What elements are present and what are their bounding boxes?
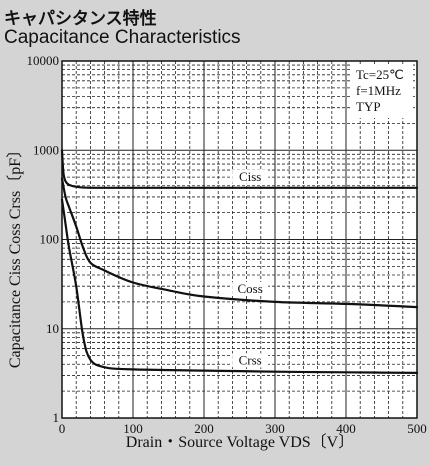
series-labels: Ciss Coss Crss: [232, 169, 269, 368]
y-axis-label: Capacitance Ciss Coss Crss〔pF〕: [6, 142, 24, 368]
series-coss-label-bg: [232, 281, 269, 296]
y-tick-label: 1000: [33, 142, 59, 157]
series-crss-label-bg: [232, 353, 269, 368]
y-tick-label: 10000: [27, 53, 60, 68]
x-tick-label: 300: [265, 421, 285, 436]
series-ciss-label: Ciss: [239, 169, 261, 184]
series-coss-line: [60, 177, 419, 309]
x-tick-label: 100: [123, 421, 143, 436]
series-ciss-label-bg: [232, 169, 269, 184]
y-tick-label: 100: [40, 232, 60, 247]
condition-frequency: f=1MHz: [356, 83, 401, 98]
chart-title-japanese: キャパシタンス特性: [4, 9, 157, 29]
x-tick-label: 0: [59, 421, 66, 436]
data-curves: [60, 149, 419, 374]
x-tick-label: 400: [336, 421, 356, 436]
chart-title-english: Capacitance Characteristics: [4, 27, 241, 48]
plot-frame: [61, 60, 418, 419]
x-tick-label: 200: [194, 421, 214, 436]
cond-box: [351, 64, 413, 118]
tick-labels: 0 100 200 300 400 500 1 10 100 1000 10000: [27, 53, 427, 436]
condition-temperature: Tc=25℃: [356, 67, 404, 82]
x-tick-label: 500: [407, 421, 427, 436]
y-tick-label: 1: [53, 410, 60, 425]
condition-typ: TYP: [356, 99, 381, 114]
series-ciss-line: [60, 149, 419, 189]
series-crss-line: [60, 198, 419, 374]
series-crss-label: Crss: [239, 352, 262, 367]
series-coss-label: Coss: [238, 281, 263, 296]
x-axis-label: Drain・Source Voltage VDS〔V〕: [126, 433, 354, 451]
y-tick-label: 10: [46, 321, 59, 336]
